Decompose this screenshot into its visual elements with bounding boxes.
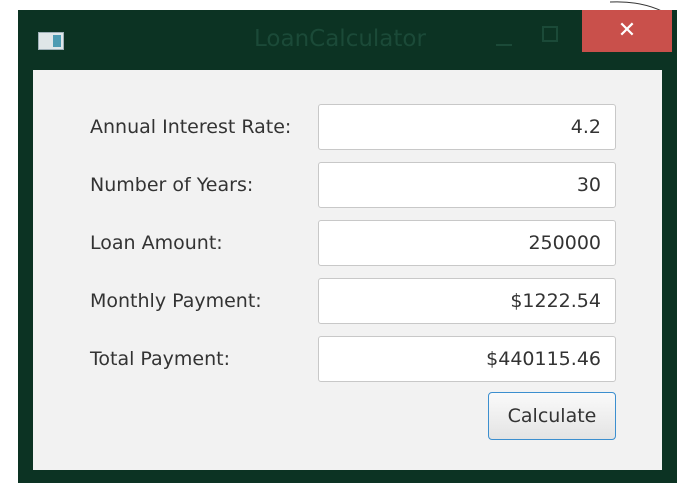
maximize-button[interactable] bbox=[542, 26, 558, 42]
app-icon bbox=[38, 32, 64, 50]
text-field[interactable]: $440115.46 bbox=[318, 336, 616, 382]
field-label: Annual Interest Rate: bbox=[90, 116, 292, 138]
text-field[interactable]: 30 bbox=[318, 162, 616, 208]
calculate-button[interactable]: Calculate bbox=[488, 392, 616, 440]
window: LoanCalculator ✕ Calculate Annual Intere… bbox=[18, 10, 677, 483]
field-label: Monthly Payment: bbox=[90, 290, 262, 312]
close-button[interactable]: ✕ bbox=[582, 10, 672, 52]
field-label: Number of Years: bbox=[90, 174, 254, 196]
text-field[interactable]: 4.2 bbox=[318, 104, 616, 150]
text-field[interactable]: 250000 bbox=[318, 220, 616, 266]
field-label: Total Payment: bbox=[90, 348, 230, 370]
window-title: LoanCalculator bbox=[254, 26, 426, 52]
field-label: Loan Amount: bbox=[90, 232, 223, 254]
minimize-button[interactable] bbox=[496, 44, 512, 46]
text-field[interactable]: $1222.54 bbox=[318, 278, 616, 324]
form: Calculate Annual Interest Rate: 4.2 Number… bbox=[33, 70, 662, 470]
